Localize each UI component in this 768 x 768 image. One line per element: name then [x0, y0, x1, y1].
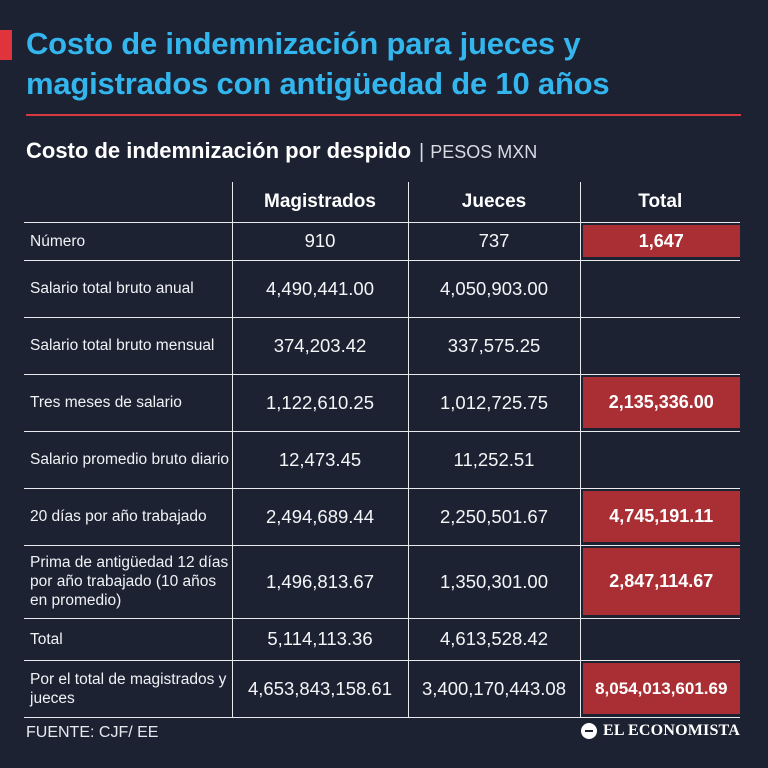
- indemnization-table: Magistrados Jueces Total Número 910 737 …: [24, 182, 740, 718]
- cell-jueces: 1,012,725.75: [407, 373, 581, 432]
- accent-bar: [0, 30, 12, 60]
- table-row: Total 5,114,113.36 4,613,528.42: [24, 617, 740, 661]
- header-total: Total: [579, 182, 740, 223]
- row-label: Prima de antigüedad 12 días por año trab…: [24, 544, 233, 619]
- cell-magistrados: 2,494,689.44: [231, 487, 409, 546]
- cell-total-empty: [579, 430, 740, 489]
- total-highlight: 2,135,336.00: [582, 377, 740, 428]
- table-row: Número 910 737 1,647: [24, 221, 740, 261]
- cell-jueces: 4,050,903.00: [407, 259, 581, 318]
- table-row: Tres meses de salario 1,122,610.25 1,012…: [24, 373, 740, 432]
- cell-total: 4,745,191.11: [579, 487, 740, 546]
- cell-total-empty: [579, 617, 740, 661]
- cell-total: 2,847,114.67: [579, 544, 740, 619]
- row-label: Salario total bruto anual: [24, 259, 233, 318]
- table-row: Salario total bruto anual 4,490,441.00 4…: [24, 259, 740, 318]
- cell-total-empty: [579, 259, 740, 318]
- row-label: Total: [24, 617, 233, 661]
- publisher-logo: EL ECONOMISTA: [581, 722, 740, 740]
- total-highlight: 1,647: [582, 225, 740, 257]
- total-highlight: 8,054,013,601.69: [582, 663, 740, 714]
- cell-magistrados: 1,496,813.67: [231, 544, 409, 619]
- headline-divider: [26, 114, 741, 116]
- table-row: Salario total bruto mensual 374,203.42 3…: [24, 316, 740, 375]
- header-blank: [24, 182, 233, 223]
- row-label: 20 días por año trabajado: [24, 487, 233, 546]
- logo-text: EL ECONOMISTA: [603, 722, 740, 739]
- table-header-row: Magistrados Jueces Total: [24, 182, 740, 223]
- row-label: Salario total bruto mensual: [24, 316, 233, 375]
- subheading-title: Costo de indemnización por despido: [26, 138, 412, 163]
- cell-jueces: 737: [407, 221, 581, 261]
- table-row: 20 días por año trabajado 2,494,689.44 2…: [24, 487, 740, 546]
- table-row: Salario promedio bruto diario 12,473.45 …: [24, 430, 740, 489]
- cell-jueces: 2,250,501.67: [407, 487, 581, 546]
- cell-jueces: 11,252.51: [407, 430, 581, 489]
- cell-total-empty: [579, 316, 740, 375]
- cell-jueces: 3,400,170,443.08: [407, 659, 581, 718]
- row-label: Por el total de magistrados y jueces: [24, 659, 233, 718]
- headline: Costo de indemnización para jueces y mag…: [26, 26, 610, 101]
- total-highlight: 2,847,114.67: [582, 548, 740, 615]
- header-magistrados: Magistrados: [231, 182, 409, 223]
- cell-magistrados: 4,490,441.00: [231, 259, 409, 318]
- header-jueces: Jueces: [407, 182, 581, 223]
- subheading-unit: PESOS MXN: [430, 142, 538, 162]
- source-note: FUENTE: CJF/ EE: [26, 724, 159, 741]
- cell-jueces: 4,613,528.42: [407, 617, 581, 661]
- cell-magistrados: 12,473.45: [231, 430, 409, 489]
- cell-total: 1,647: [579, 221, 740, 261]
- cell-magistrados: 5,114,113.36: [231, 617, 409, 661]
- cell-magistrados: 4,653,843,158.61: [231, 659, 409, 718]
- row-label: Número: [24, 221, 233, 261]
- cell-magistrados: 910: [231, 221, 409, 261]
- row-label: Tres meses de salario: [24, 373, 233, 432]
- row-label: Salario promedio bruto diario: [24, 430, 233, 489]
- cell-jueces: 1,350,301.00: [407, 544, 581, 619]
- cell-jueces: 337,575.25: [407, 316, 581, 375]
- total-highlight: 4,745,191.11: [582, 491, 740, 542]
- table-row: Por el total de magistrados y jueces 4,6…: [24, 659, 740, 718]
- cell-magistrados: 1,122,610.25: [231, 373, 409, 432]
- cell-total: 8,054,013,601.69: [579, 659, 740, 718]
- subheading: Costo de indemnización por despido | PESOS…: [26, 138, 746, 164]
- subheading-separator: |: [419, 141, 425, 163]
- logo-mark-icon: [581, 723, 597, 739]
- table-row: Prima de antigüedad 12 días por año trab…: [24, 544, 740, 619]
- cell-magistrados: 374,203.42: [231, 316, 409, 375]
- cell-total: 2,135,336.00: [579, 373, 740, 432]
